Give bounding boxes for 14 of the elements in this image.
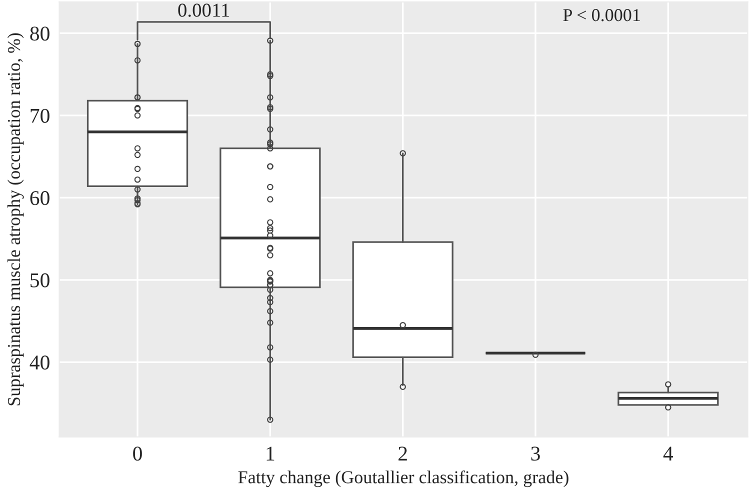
x-tick-label: 3: [531, 446, 540, 461]
y-tick-label: 80: [30, 26, 50, 41]
annotation: 0.0011: [178, 4, 230, 17]
y-tick-label: 70: [30, 108, 50, 123]
x-tick-label: 2: [398, 446, 407, 460]
y-tick-label: 60: [30, 191, 50, 206]
x-tick-label: 1: [266, 446, 274, 460]
annotation: P < 0.0001: [563, 9, 640, 22]
y-axis-title: Supraspinatus muscle atrophy (occupation ratio, %): [7, 33, 24, 406]
y-tick-label: 40: [30, 356, 50, 370]
x-tick-label: 4: [663, 446, 674, 460]
y-tick-label: 50: [30, 273, 50, 288]
x-tick-label: 0: [133, 446, 142, 461]
x-axis-title: Fatty change (Goutallier classification, grade): [238, 470, 568, 488]
